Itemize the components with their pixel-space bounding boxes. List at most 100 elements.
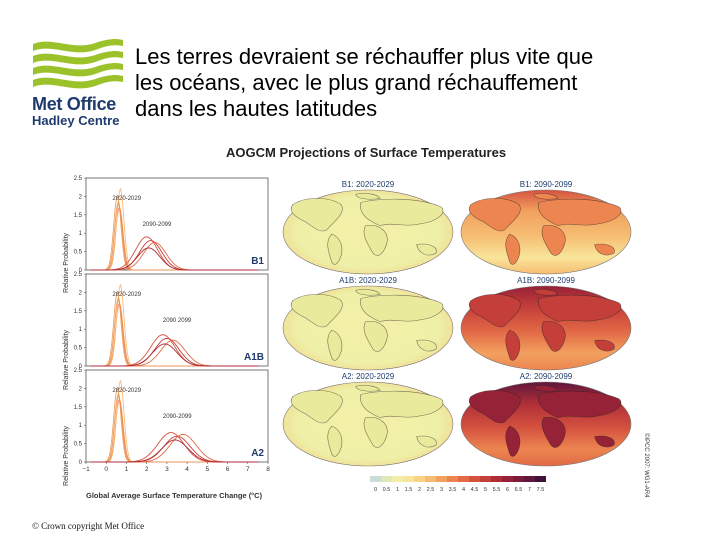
label-early-period: 2020-2029 (112, 292, 141, 298)
scenario-label: A1B (244, 352, 264, 363)
continent-outline (355, 385, 381, 392)
x-tick-label: 7 (246, 466, 250, 473)
map-a1b-late: A1B: 2090-2099 (460, 276, 632, 371)
colorbar-label: 4 (462, 487, 465, 493)
map-a2-early: A2: 2020-2029 (282, 372, 454, 467)
continent-outline (538, 294, 622, 322)
x-tick-label: 1 (125, 466, 129, 473)
colorbar-swatch (392, 476, 403, 482)
y-tick-label: 1 (79, 231, 83, 237)
map-b1-early: B1: 2020-2029 (282, 180, 454, 275)
y-tick-label: 2.5 (74, 272, 83, 278)
continent-outline (594, 435, 615, 448)
continent-outline (533, 289, 559, 296)
continent-outline (416, 339, 437, 352)
continent-outline (360, 198, 444, 226)
map-title: B1: 2090-2099 (520, 180, 573, 189)
continent-outline (290, 294, 343, 328)
continent-outline (468, 294, 521, 328)
slide-title-line-2: les océans, avec le plus grand réchauffe… (135, 70, 578, 95)
slide-title-line-1: Les terres devraient se réchauffer plus … (135, 44, 594, 69)
x-tick-label: 4 (185, 466, 189, 473)
colorbar-swatch (436, 476, 447, 482)
colorbar-label: 7 (528, 487, 531, 493)
continent-outline (363, 417, 388, 448)
colorbar-swatch (502, 476, 513, 482)
x-tick-label: 3 (165, 466, 169, 473)
pdf-panel-a1b: 0 0.5 1 1.5 2 2.5 2020-2029 2090 2099 A1B (74, 272, 269, 370)
continent-outline (505, 329, 521, 361)
pdf-panel-a2: 0 0.5 1 1.5 2 2.5 2020-2029 2090-2099 A2 (74, 368, 269, 466)
copyright-footer: © Crown copyright Met Office (32, 521, 145, 531)
y-tick-label: 2 (79, 290, 83, 296)
continent-outline (360, 294, 444, 322)
y-tick-label: 0.5 (74, 250, 83, 256)
met-office-logo (33, 38, 123, 89)
colorbar-label: 1.5 (405, 487, 413, 493)
y-tick-label: 0 (79, 268, 83, 274)
y-tick-label: 2 (79, 194, 83, 200)
scenario-label: B1 (251, 256, 264, 267)
colorbar-label: 2.5 (427, 487, 435, 493)
map-title: A1B: 2090-2099 (517, 276, 575, 285)
colorbar-label: 1 (396, 487, 399, 493)
slide-title-line-3: dans les hautes latitudes (135, 96, 378, 121)
colorbar-label: 0 (374, 487, 377, 493)
y-axis-label-1: Relative Probability (63, 233, 70, 293)
x-tick-label: 2 (145, 466, 149, 473)
colorbar-label: 6.5 (515, 487, 523, 493)
continent-outline (327, 329, 343, 361)
continent-outline (538, 198, 622, 226)
continent-outline (355, 289, 381, 296)
aogcm-figure: Relative Probability Relative Probabilit… (63, 176, 650, 500)
continent-outline (538, 390, 622, 418)
continent-outline (541, 321, 566, 352)
pdf-curve-late (90, 343, 258, 367)
colorbar-swatch (458, 476, 469, 482)
colorbar-label: 6 (506, 487, 509, 493)
map-b1-late: B1: 2090-2099 (460, 180, 632, 275)
colorbar-label: 2 (418, 487, 421, 493)
continent-outline (290, 390, 343, 424)
continent-outline (468, 198, 521, 232)
y-tick-label: 1 (79, 423, 83, 429)
continent-outline (594, 339, 615, 352)
map-title: A2: 2020-2029 (342, 372, 395, 381)
continent-outline (505, 233, 521, 265)
continent-outline (355, 193, 381, 200)
label-late-period: 2090-2099 (143, 222, 172, 228)
colorbar-swatch (480, 476, 491, 482)
logo-text-met-office: Met Office (32, 94, 117, 114)
colorbar-swatch (381, 476, 392, 482)
map-a1b-early: A1B: 2020-2029 (282, 276, 454, 371)
continent-outline (290, 198, 343, 232)
x-tick-label: −1 (82, 466, 90, 473)
colorbar-label: 0.5 (383, 487, 391, 493)
continent-outline (505, 425, 521, 457)
colorbar-swatch (370, 476, 381, 482)
map-title: B1: 2020-2029 (342, 180, 395, 189)
pdf-panel-b1: 0 0.5 1 1.5 2 2.5 2020-2029 2090-2099 B1 (74, 176, 269, 274)
colorbar-label: 5 (484, 487, 487, 493)
continent-outline (416, 243, 437, 256)
colorbar-swatch (491, 476, 502, 482)
y-tick-label: 2 (79, 386, 83, 392)
y-tick-label: 1.5 (74, 309, 83, 315)
label-late-period: 2090-2099 (163, 414, 192, 420)
colorbar-swatch (469, 476, 480, 482)
map-title: A2: 2090-2099 (520, 372, 573, 381)
colorbar-label: 4.5 (471, 487, 479, 493)
y-tick-label: 1 (79, 327, 83, 333)
x-tick-label: 0 (104, 466, 108, 473)
continent-outline (327, 233, 343, 265)
colorbar-label: 3 (440, 487, 443, 493)
continent-outline (533, 193, 559, 200)
y-tick-label: 1.5 (74, 213, 83, 219)
colorbar-swatch (524, 476, 535, 482)
colorbar-label: 3.5 (449, 487, 457, 493)
x-axis-label: Global Average Surface Temperature Chang… (86, 491, 263, 500)
slide-title: Les terres devraient se réchauffer plus … (135, 44, 705, 122)
label-early-period: 2020-2029 (112, 196, 141, 202)
y-tick-label: 0.5 (74, 346, 83, 352)
continent-outline (468, 390, 521, 424)
